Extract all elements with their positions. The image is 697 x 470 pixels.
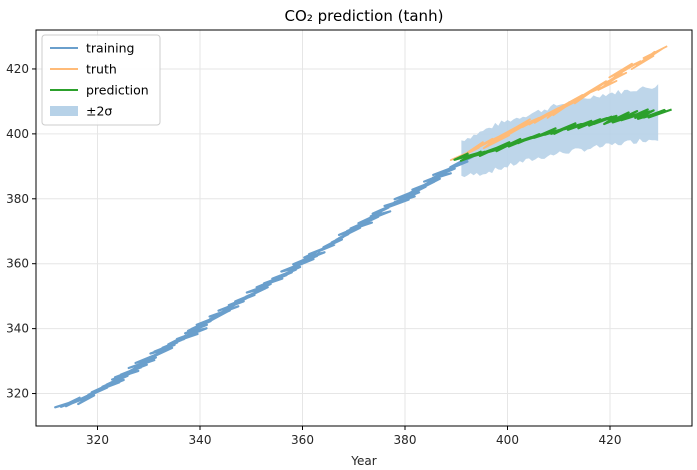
axis-ticks: 320 340 360 380 400 420 320 340 360 380 400 420	[6, 62, 621, 447]
series-line-truth	[449, 45, 668, 161]
x-tick-label: 420	[599, 433, 622, 447]
y-tick-label: 320	[6, 387, 29, 401]
x-tick-label: 360	[291, 433, 314, 447]
y-tick-label: 360	[6, 257, 29, 271]
series-line-training	[54, 153, 478, 409]
plot-frame	[35, 29, 693, 427]
y-tick-label: 420	[6, 62, 29, 76]
y-tick-label: 400	[6, 127, 29, 141]
y-tick-label: 340	[6, 322, 29, 336]
legend-swatch-band	[50, 106, 78, 116]
legend-box	[41, 34, 161, 126]
legend-label: prediction	[86, 83, 149, 98]
x-tick-label: 400	[496, 433, 519, 447]
x-tick-label: 320	[86, 433, 109, 447]
x-tick-label: 380	[394, 433, 417, 447]
series-line-prediction	[453, 108, 672, 162]
chart-title: CO₂ prediction (tanh)	[285, 7, 444, 25]
legend: training truth prediction ±2σ	[41, 34, 161, 126]
x-tick-label: 340	[189, 433, 212, 447]
series-lines	[54, 45, 672, 409]
legend-label: ±2σ	[86, 104, 112, 119]
y-tick-label: 380	[6, 192, 29, 206]
legend-label: training	[86, 41, 134, 56]
x-axis-label: Year	[350, 454, 376, 468]
legend-label: truth	[86, 62, 117, 77]
